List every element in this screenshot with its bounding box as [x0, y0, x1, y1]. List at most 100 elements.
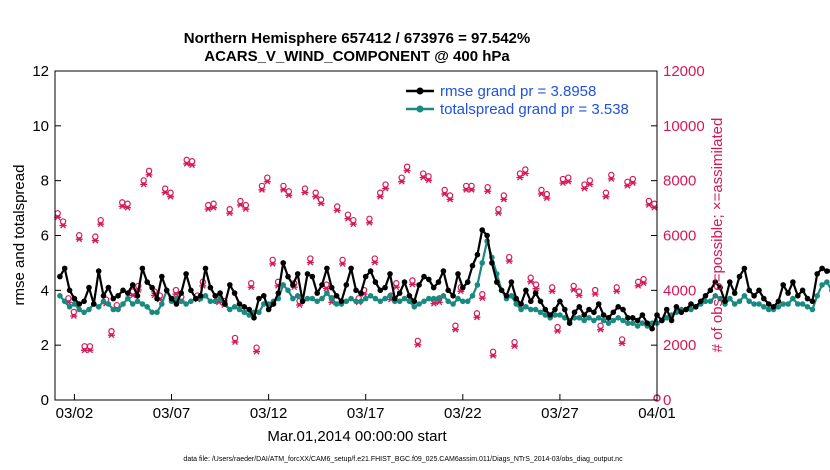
rmse-point — [193, 295, 199, 302]
rmse-point — [620, 306, 626, 313]
obs-possible-marker — [548, 284, 556, 291]
obs-assimilated-stroke — [189, 162, 196, 169]
totalspread-point — [663, 315, 670, 321]
y-tick-label: 4 — [41, 282, 49, 299]
obs-assimilated-stroke — [565, 178, 572, 185]
totalspread-point — [795, 301, 801, 307]
obs-possible-marker — [640, 275, 647, 283]
obs-assimilated-stroke — [409, 281, 416, 288]
totalspread-point — [362, 295, 369, 302]
totalspread-point — [591, 317, 597, 324]
rmse-point — [693, 304, 699, 310]
obs-possible-marker — [92, 233, 99, 240]
totalspread-point — [372, 295, 379, 302]
rmse-point — [741, 265, 748, 272]
obs-possible-marker — [247, 280, 255, 287]
totalspread-point — [576, 315, 583, 321]
rmse-point — [76, 301, 83, 307]
totalspread-point — [421, 298, 427, 305]
obs-assimilated-stroke — [269, 260, 276, 267]
obs-assimilated-stroke — [285, 192, 292, 199]
obs-assimilated-stroke — [124, 204, 131, 211]
rmse-point — [537, 298, 544, 305]
obs-possible-marker — [75, 232, 83, 239]
totalspread-point — [115, 306, 121, 313]
rmse-point — [809, 298, 816, 305]
rmse-point — [280, 260, 287, 266]
obs-assimilated-stroke — [436, 299, 443, 306]
obs-assimilated-stroke — [479, 295, 486, 302]
obs-assimilated-marker — [521, 170, 529, 177]
obs-assimilated-marker — [253, 348, 261, 355]
rmse-point — [532, 290, 539, 296]
obs-possible-marker — [333, 203, 341, 210]
obs-possible-marker — [624, 178, 631, 185]
rmse-point — [261, 293, 267, 299]
rmse-point — [629, 315, 636, 321]
obs-possible-marker — [570, 282, 577, 290]
obs-possible-marker — [468, 182, 475, 190]
totalspread-point — [188, 298, 194, 305]
obs-assimilated-marker — [322, 285, 330, 292]
x-tick-label: 03/07 — [153, 405, 191, 422]
rmse-point — [474, 251, 481, 258]
rmse-point — [498, 287, 505, 294]
obs-possible-marker — [366, 215, 373, 222]
obs-possible-marker — [312, 189, 319, 196]
obs-possible-marker — [538, 186, 545, 194]
obs-possible-marker — [161, 185, 169, 192]
rmse-point — [227, 282, 233, 288]
obs-possible-marker — [172, 286, 180, 294]
rmse-point — [57, 273, 63, 280]
rmse-point — [299, 298, 306, 305]
totalspread-point — [765, 306, 772, 313]
obs-possible-marker — [350, 216, 357, 224]
obs-possible-marker — [403, 163, 411, 170]
obs-assimilated-marker — [414, 341, 422, 348]
obs-assimilated-stroke — [629, 180, 636, 186]
totalspread-point — [324, 290, 330, 296]
rmse-point — [421, 273, 427, 280]
obs-assimilated-stroke — [538, 191, 545, 197]
x-tick-label: 03/22 — [444, 405, 482, 422]
obs-assimilated-marker — [118, 203, 126, 210]
obs-assimilated-marker — [226, 210, 234, 217]
totalspread-point — [105, 301, 112, 307]
rmse-point — [411, 298, 418, 305]
rmse-point — [479, 227, 486, 233]
obs-assimilated-marker — [344, 215, 352, 222]
obs-possible-marker — [473, 310, 481, 317]
totalspread-point — [435, 295, 442, 302]
rmse-point — [455, 271, 461, 277]
obs-possible-marker — [70, 308, 78, 316]
obs-assimilated-marker — [505, 258, 513, 265]
obs-assimilated-stroke — [452, 326, 459, 333]
obs-assimilated-stroke — [183, 160, 190, 167]
rmse-point — [338, 298, 345, 305]
obs-possible-marker — [629, 175, 637, 183]
rmse-point — [528, 298, 534, 305]
rmse-point — [406, 293, 413, 299]
rmse-point — [173, 301, 180, 307]
rmse-point — [120, 287, 126, 294]
obs-possible-marker — [210, 200, 217, 207]
obs-assimilated-stroke — [366, 219, 373, 226]
obs-assimilated-stroke — [527, 278, 534, 285]
rmse-point — [202, 265, 209, 272]
totalspread-point — [154, 309, 160, 316]
totalspread-point — [348, 295, 354, 302]
rmse-point — [241, 304, 248, 310]
rmse-point — [294, 271, 301, 277]
totalspread-point — [236, 306, 243, 313]
obs-assimilated-marker — [258, 186, 266, 193]
obs-assimilated-marker — [91, 237, 99, 244]
rmse-point — [489, 260, 495, 266]
x-axis-label: Mar.01,2014 00:00:00 start — [267, 428, 447, 445]
obs-assimilated-marker — [634, 282, 642, 289]
obs-assimilated-marker — [548, 288, 556, 295]
obs-assimilated-stroke — [570, 287, 577, 293]
totalspread-point — [552, 312, 558, 318]
totalspread-point — [125, 295, 131, 302]
obs-possible-marker — [645, 197, 653, 205]
rmse-point — [678, 309, 685, 316]
